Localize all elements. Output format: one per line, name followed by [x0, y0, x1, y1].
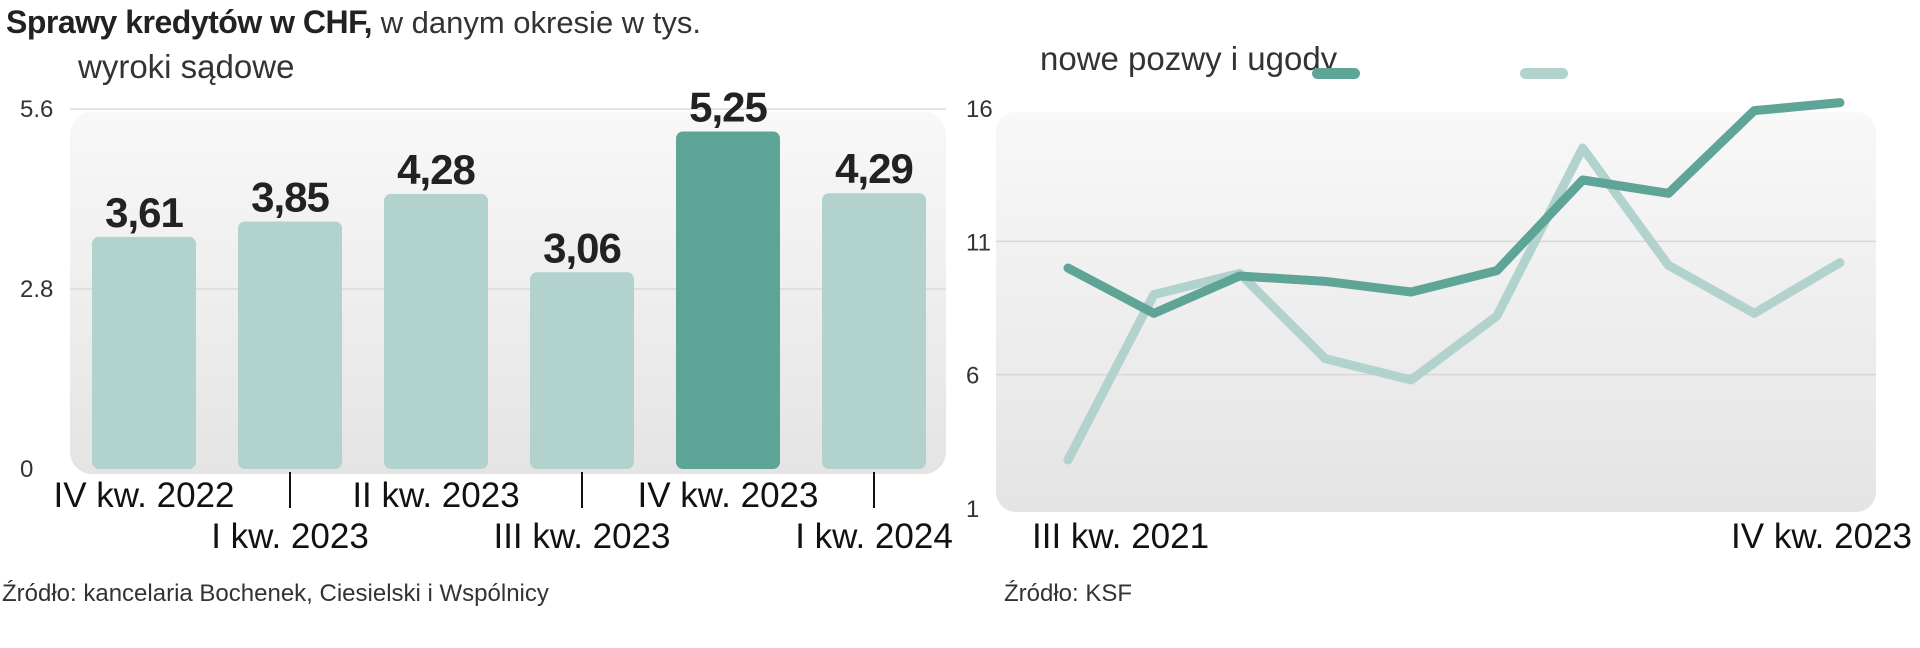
y-tick-label: 1	[966, 496, 979, 523]
y-tick-label: 0	[20, 456, 33, 483]
x-category-label: I kw. 2023	[211, 517, 369, 556]
bar	[530, 272, 634, 469]
bar	[676, 131, 780, 469]
bar-value-label: 3,61	[105, 189, 183, 236]
bar-value-label: 3,06	[543, 224, 621, 271]
bar-value-label: 4,29	[835, 145, 913, 192]
y-tick-label: 16	[966, 96, 993, 123]
y-tick-label: 2.8	[20, 276, 53, 303]
series-line-ugody	[1063, 143, 1845, 465]
x-category-label: I kw. 2024	[795, 517, 953, 556]
bar	[822, 193, 926, 469]
bar	[92, 236, 196, 469]
x-label-start: III kw. 2021	[1032, 517, 1209, 556]
y-tick-label: 5.6	[20, 96, 53, 123]
chart-title: Sprawy kredytów w CHF, w danym okresie w…	[6, 4, 701, 41]
legend-swatch-ugody-html	[1520, 68, 1568, 79]
right-source: Źródło: KSF	[1004, 580, 1133, 607]
x-category-label: II kw. 2023	[352, 476, 519, 515]
bar-value-label: 4,28	[397, 146, 475, 193]
title-bold: Sprawy kredytów w CHF,	[6, 4, 372, 40]
line-chart-panel	[996, 112, 1876, 512]
x-category-label: IV kw. 2022	[54, 476, 235, 515]
x-label-end: IV kw. 2023	[1731, 517, 1912, 556]
legend-swatch-pozwy-html	[1312, 68, 1360, 79]
bar-value-label: 3,85	[251, 174, 329, 221]
title-rest: w danym okresie w tys.	[371, 5, 702, 40]
x-category-label: III kw. 2023	[493, 517, 670, 556]
y-tick-label: 11	[966, 229, 991, 256]
y-tick-label: 6	[966, 363, 979, 390]
bar-chart-panel	[70, 112, 946, 474]
bar	[238, 221, 342, 469]
series-line-pozwy	[1063, 98, 1845, 318]
left-subtitle: wyroki sądowe	[78, 48, 295, 85]
left-source: Źródło: kancelaria Bochenek, Ciesielski …	[2, 580, 549, 607]
bar-value-label: 5,25	[689, 90, 767, 131]
bar-chart: 0 2.8 5.6 3,61 3,85 4,28 3,06 5,25 4,29 IV kw. 2…	[20, 90, 953, 556]
right-subtitle: nowe pozwy i ugody	[1040, 40, 1338, 77]
x-category-label: IV kw. 2023	[638, 476, 819, 515]
bar	[384, 193, 488, 469]
